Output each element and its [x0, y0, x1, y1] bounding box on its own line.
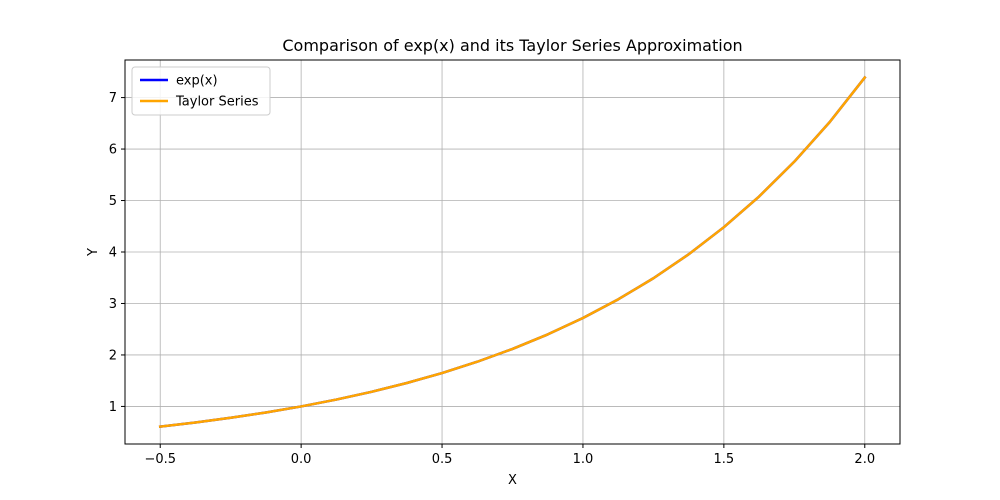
- axis-ticks: −0.5 0.0 0.5 1.0 1.5 2.0 1 2 3 4 5 6 7: [109, 91, 875, 467]
- plot-series: [158, 75, 867, 429]
- y-tick-label: 4: [109, 246, 117, 261]
- x-axis-label: X: [508, 473, 517, 488]
- y-axis-label: Y: [86, 248, 101, 257]
- chart-title: Comparison of exp(x) and its Taylor Seri…: [282, 36, 742, 55]
- legend-label: exp(x): [176, 74, 218, 89]
- legend: exp(x) Taylor Series: [131, 66, 271, 116]
- x-tick-label: −0.5: [144, 452, 176, 467]
- x-tick-label: 0.0: [291, 452, 312, 467]
- x-tick-label: 1.0: [573, 452, 594, 467]
- y-tick-label: 5: [109, 194, 117, 209]
- y-tick-label: 2: [109, 348, 117, 363]
- grid-lines: [125, 60, 900, 444]
- y-tick-label: 3: [109, 297, 117, 312]
- legend-label: Taylor Series: [175, 95, 259, 110]
- y-tick-label: 7: [109, 91, 117, 106]
- x-tick-label: 2.0: [854, 452, 875, 467]
- y-tick-label: 6: [109, 143, 117, 158]
- x-tick-label: 1.5: [714, 452, 735, 467]
- x-tick-label: 0.5: [432, 452, 453, 467]
- series-line-taylor: [158, 75, 867, 429]
- y-tick-label: 1: [109, 400, 117, 415]
